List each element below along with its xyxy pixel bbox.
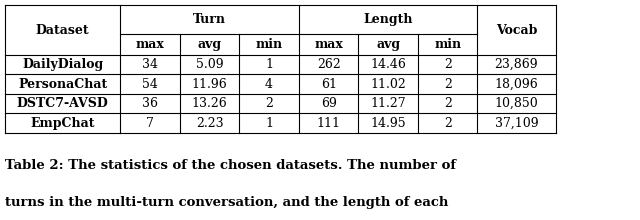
Text: DailyDialog: DailyDialog: [22, 58, 103, 71]
Text: Dataset: Dataset: [36, 24, 90, 37]
Text: max: max: [136, 38, 164, 51]
Text: Table 2: The statistics of the chosen datasets. The number of: Table 2: The statistics of the chosen da…: [5, 158, 456, 172]
Text: 7: 7: [146, 117, 154, 130]
Text: 1: 1: [265, 117, 273, 130]
Text: min: min: [255, 38, 283, 51]
Text: 5.09: 5.09: [196, 58, 223, 71]
Bar: [5, 6, 556, 133]
Text: 23,869: 23,869: [495, 58, 538, 71]
Text: Length: Length: [364, 13, 413, 26]
Text: 2: 2: [265, 97, 273, 110]
Text: PersonaChat: PersonaChat: [18, 78, 108, 91]
Text: 2: 2: [444, 97, 452, 110]
Text: 69: 69: [321, 97, 337, 110]
Text: 14.95: 14.95: [371, 117, 406, 130]
Text: 2: 2: [444, 58, 452, 71]
Text: 13.26: 13.26: [192, 97, 227, 110]
Text: DSTC7-AVSD: DSTC7-AVSD: [17, 97, 109, 110]
Text: 1: 1: [265, 58, 273, 71]
Text: 2: 2: [444, 117, 452, 130]
Text: 11.27: 11.27: [371, 97, 406, 110]
Text: 262: 262: [317, 58, 340, 71]
Text: 10,850: 10,850: [495, 97, 538, 110]
Text: Turn: Turn: [193, 13, 226, 26]
Text: 14.46: 14.46: [370, 58, 406, 71]
Text: max: max: [314, 38, 343, 51]
Text: avg: avg: [376, 38, 400, 51]
Text: 4: 4: [265, 78, 273, 91]
Text: 111: 111: [317, 117, 340, 130]
Text: avg: avg: [198, 38, 221, 51]
Text: min: min: [434, 38, 461, 51]
Text: 18,096: 18,096: [495, 78, 538, 91]
Text: EmpChat: EmpChat: [31, 117, 95, 130]
Text: 11.02: 11.02: [371, 78, 406, 91]
Text: 11.96: 11.96: [192, 78, 227, 91]
Text: 37,109: 37,109: [495, 117, 538, 130]
Text: 54: 54: [142, 78, 158, 91]
Text: turns in the multi-turn conversation, and the length of each: turns in the multi-turn conversation, an…: [5, 196, 449, 209]
Text: 2.23: 2.23: [196, 117, 223, 130]
Text: 34: 34: [142, 58, 158, 71]
Text: Vocab: Vocab: [496, 24, 537, 37]
Text: 61: 61: [321, 78, 337, 91]
Text: 2: 2: [444, 78, 452, 91]
Text: 36: 36: [142, 97, 158, 110]
